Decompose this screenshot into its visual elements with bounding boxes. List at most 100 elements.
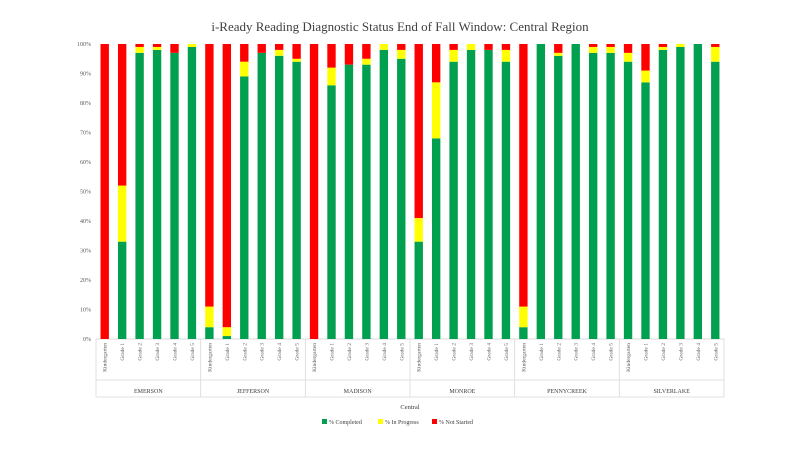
- y-tick-label: 80%: [80, 101, 91, 107]
- bar-segment: [222, 336, 232, 339]
- bar-segment: [449, 49, 458, 62]
- x-category-label: Kindergarten: [103, 343, 109, 372]
- bar-segment: [658, 44, 668, 47]
- legend-swatch: [378, 419, 383, 424]
- bar-segment: [588, 52, 598, 339]
- x-category-label: Grade 2: [242, 343, 248, 361]
- bar-segment: [257, 52, 266, 339]
- bar-segment: [711, 46, 720, 62]
- x-category-label: Kindergarten: [521, 343, 527, 372]
- bar-segment: [449, 44, 458, 50]
- bar-segment: [187, 44, 197, 47]
- legend-label: % In Progress: [385, 420, 419, 426]
- x-category-label: Grade 2: [452, 343, 458, 361]
- x-category-label: Grade 5: [504, 343, 510, 361]
- x-category-label: Grade 4: [277, 343, 283, 361]
- bar-segment: [501, 61, 511, 339]
- bar-segment: [536, 44, 546, 339]
- bar-segment: [414, 44, 423, 219]
- bar-segment: [606, 52, 615, 339]
- x-category-label: Grade 1: [539, 343, 545, 361]
- x-category-label: Grade 5: [295, 343, 301, 361]
- bar-segment: [240, 61, 249, 77]
- x-category-label: Grade 2: [347, 343, 353, 361]
- bar-segment: [554, 44, 563, 53]
- bar-segment: [449, 61, 458, 339]
- y-tick-label: 40%: [80, 219, 91, 225]
- y-tick-label: 70%: [80, 131, 91, 137]
- bar-segment: [397, 44, 406, 50]
- x-category-label: Grade 1: [330, 343, 336, 361]
- bar-segment: [327, 44, 336, 68]
- bar-segment: [414, 218, 423, 242]
- bar-segment: [606, 46, 615, 53]
- bar-segment: [205, 306, 214, 328]
- group-label: EMERSON: [134, 389, 163, 395]
- bar-segment: [135, 44, 144, 47]
- x-category-label: Grade 1: [434, 343, 440, 361]
- bar-segment: [170, 52, 179, 339]
- legend-label: % Not Started: [439, 420, 473, 426]
- bar-segment: [519, 327, 528, 339]
- bar-segment: [641, 44, 650, 71]
- bar-segment: [327, 67, 336, 86]
- bar-segment: [292, 61, 301, 339]
- bar-segment: [711, 44, 720, 47]
- x-category-label: Grade 4: [591, 343, 597, 361]
- bar-segment: [571, 44, 580, 339]
- y-tick-label: 100%: [77, 42, 91, 48]
- y-tick-label: 90%: [80, 72, 91, 78]
- bar-segment: [623, 44, 633, 53]
- bar-segment: [379, 49, 389, 340]
- bar-segment: [187, 46, 197, 339]
- x-category-label: Grade 4: [487, 343, 493, 361]
- x-category-label: Grade 5: [609, 343, 615, 361]
- bar-segment: [484, 49, 493, 340]
- bar-segment: [362, 58, 371, 65]
- bar-segment: [641, 70, 650, 83]
- bar-segment: [257, 44, 266, 53]
- x-category-label: Grade 3: [260, 343, 266, 361]
- group-label: SILVERLAKE: [653, 389, 690, 395]
- bar-segment: [501, 49, 511, 62]
- x-category-label: Grade 1: [120, 343, 126, 361]
- bar-segment: [484, 44, 493, 50]
- chart-title: i-Ready Reading Diagnostic Status End of…: [211, 19, 589, 34]
- bar-segment: [344, 64, 354, 340]
- x-category-label: Grade 3: [678, 343, 684, 361]
- x-category-label: Kindergarten: [207, 343, 213, 372]
- bar-segment: [414, 241, 423, 339]
- x-category-label: Grade 5: [713, 343, 719, 361]
- bar-segment: [327, 85, 336, 339]
- x-category-label: Grade 3: [364, 343, 370, 361]
- bar-segment: [240, 44, 249, 62]
- bar-segment: [344, 44, 354, 65]
- bar-segment: [658, 49, 668, 340]
- bar-segment: [466, 44, 476, 50]
- x-category-label: Grade 1: [225, 343, 231, 361]
- bar-segment: [623, 52, 633, 62]
- bar-segment: [588, 46, 598, 53]
- bar-segment: [554, 55, 563, 340]
- x-category-label: Grade 4: [382, 343, 388, 361]
- bar-segment: [274, 55, 284, 340]
- y-tick-label: 0%: [83, 337, 91, 343]
- x-category-label: Grade 4: [173, 343, 179, 361]
- bar-segment: [362, 44, 371, 59]
- bar-segment: [135, 46, 144, 53]
- x-category-label: Kindergarten: [626, 343, 632, 372]
- bar-segment: [676, 46, 685, 339]
- y-tick-label: 60%: [80, 160, 91, 166]
- group-label: MADISON: [344, 389, 373, 395]
- bar-segment: [519, 306, 528, 328]
- y-tick-label: 50%: [80, 190, 91, 196]
- bar-segment: [397, 49, 406, 59]
- bar-segment: [693, 44, 703, 339]
- bar-segment: [379, 44, 389, 50]
- bar-segment: [588, 44, 598, 47]
- bar-segment: [152, 46, 162, 50]
- bar-segment: [309, 44, 319, 339]
- bar-segment: [292, 58, 301, 62]
- x-category-label: Grade 5: [190, 343, 196, 361]
